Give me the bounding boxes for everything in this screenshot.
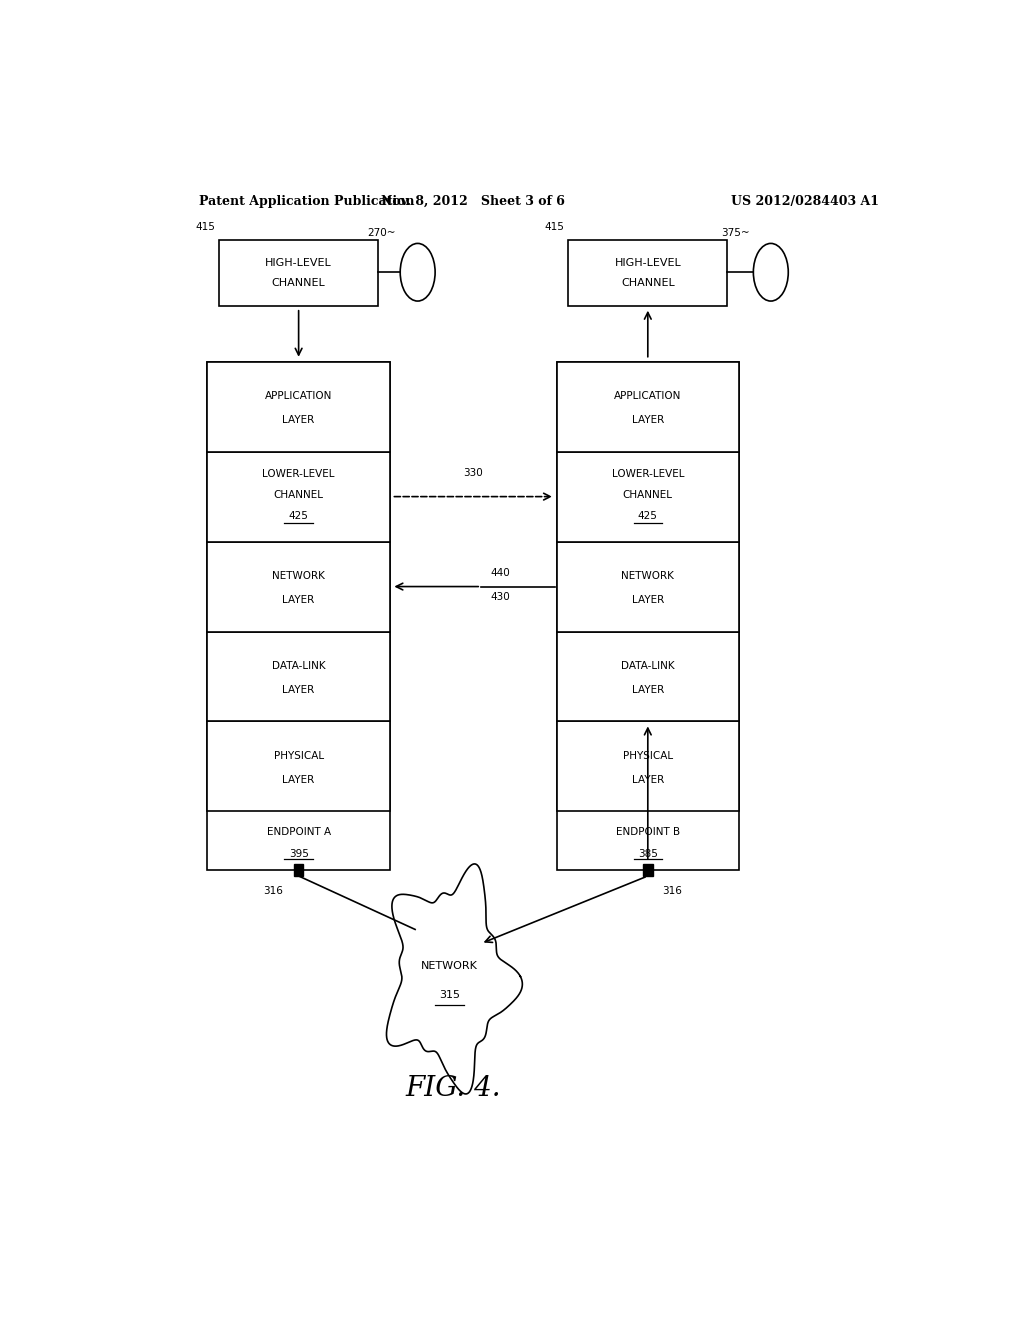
Text: CHANNEL: CHANNEL bbox=[621, 279, 675, 288]
Bar bbox=[557, 362, 739, 870]
Bar bbox=[207, 541, 390, 631]
Text: LAYER: LAYER bbox=[632, 595, 664, 605]
Text: 415: 415 bbox=[545, 222, 564, 231]
Bar bbox=[294, 863, 303, 876]
Bar bbox=[557, 631, 739, 722]
Bar bbox=[557, 451, 739, 541]
Bar bbox=[568, 240, 727, 306]
Text: LAYER: LAYER bbox=[283, 775, 314, 785]
Text: APPLICATION: APPLICATION bbox=[614, 391, 682, 401]
Text: DATA-LINK: DATA-LINK bbox=[621, 661, 675, 671]
Text: 316: 316 bbox=[663, 886, 682, 896]
Text: LOWER-LEVEL: LOWER-LEVEL bbox=[262, 469, 335, 479]
Bar bbox=[219, 240, 378, 306]
Text: PHYSICAL: PHYSICAL bbox=[273, 751, 324, 760]
Text: 425: 425 bbox=[289, 511, 308, 521]
Bar bbox=[207, 362, 390, 870]
Text: 425: 425 bbox=[638, 511, 657, 521]
Bar bbox=[207, 631, 390, 722]
Text: 330: 330 bbox=[463, 469, 483, 478]
Text: HIGH-LEVEL: HIGH-LEVEL bbox=[614, 257, 681, 268]
Text: NETWORK: NETWORK bbox=[622, 570, 674, 581]
Text: ENDPOINT B: ENDPOINT B bbox=[615, 826, 680, 837]
Bar bbox=[557, 541, 739, 631]
Text: 315: 315 bbox=[439, 990, 460, 999]
Ellipse shape bbox=[400, 243, 435, 301]
Text: 430: 430 bbox=[490, 591, 510, 602]
Text: NETWORK: NETWORK bbox=[421, 961, 478, 972]
Text: CHANNEL: CHANNEL bbox=[623, 490, 673, 500]
Text: APPLICATION: APPLICATION bbox=[265, 391, 333, 401]
Text: LAYER: LAYER bbox=[632, 775, 664, 785]
Text: LOWER-LEVEL: LOWER-LEVEL bbox=[611, 469, 684, 479]
Bar bbox=[643, 863, 652, 876]
Bar bbox=[207, 362, 390, 451]
Text: Patent Application Publication: Patent Application Publication bbox=[200, 194, 415, 207]
Text: 270~: 270~ bbox=[368, 228, 396, 239]
Polygon shape bbox=[386, 863, 522, 1094]
Bar bbox=[557, 722, 739, 812]
Text: CHANNEL: CHANNEL bbox=[273, 490, 324, 500]
Text: Nov. 8, 2012   Sheet 3 of 6: Nov. 8, 2012 Sheet 3 of 6 bbox=[381, 194, 565, 207]
Text: FIG. 4.: FIG. 4. bbox=[406, 1074, 501, 1102]
Text: US 2012/0284403 A1: US 2012/0284403 A1 bbox=[731, 194, 880, 207]
Bar bbox=[557, 362, 739, 451]
Text: ENDPOINT A: ENDPOINT A bbox=[266, 826, 331, 837]
Text: LAYER: LAYER bbox=[283, 595, 314, 605]
Text: LAYER: LAYER bbox=[632, 416, 664, 425]
Text: 415: 415 bbox=[196, 222, 215, 231]
Text: PHYSICAL: PHYSICAL bbox=[623, 751, 673, 760]
Text: CHANNEL: CHANNEL bbox=[271, 279, 326, 288]
Text: LAYER: LAYER bbox=[632, 685, 664, 696]
Text: NETWORK: NETWORK bbox=[272, 570, 325, 581]
Text: LAYER: LAYER bbox=[283, 685, 314, 696]
Ellipse shape bbox=[754, 243, 788, 301]
Bar bbox=[207, 722, 390, 812]
Text: 385: 385 bbox=[638, 849, 657, 858]
Text: 395: 395 bbox=[289, 849, 308, 858]
Text: LAYER: LAYER bbox=[283, 416, 314, 425]
Text: 440: 440 bbox=[490, 569, 510, 578]
Text: HIGH-LEVEL: HIGH-LEVEL bbox=[265, 257, 332, 268]
Text: 375~: 375~ bbox=[721, 228, 750, 239]
Text: 316: 316 bbox=[263, 886, 283, 896]
Bar bbox=[207, 451, 390, 541]
Text: DATA-LINK: DATA-LINK bbox=[271, 661, 326, 671]
